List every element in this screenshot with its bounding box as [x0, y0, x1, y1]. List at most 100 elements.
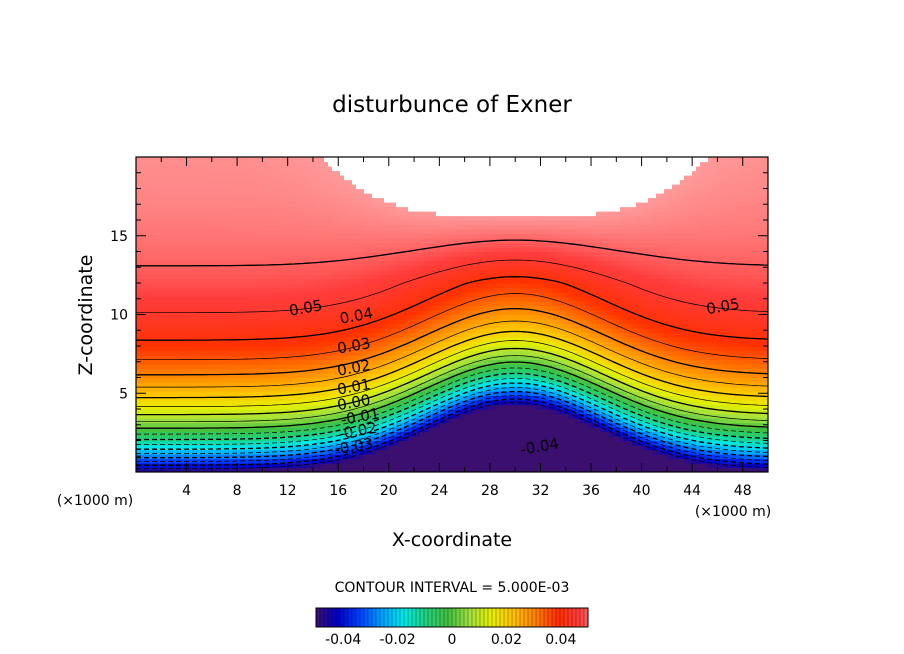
- field-cell: [664, 454, 669, 460]
- field-cell: [620, 409, 625, 415]
- field-cell: [300, 440, 305, 446]
- field-cell: [160, 337, 165, 343]
- field-cell: [536, 395, 541, 401]
- field-cell: [328, 454, 333, 460]
- field-cell: [664, 350, 669, 356]
- field-cell: [664, 368, 669, 374]
- field-cell: [656, 445, 661, 451]
- field-cell: [716, 440, 721, 446]
- field-cell: [276, 332, 281, 338]
- field-cell: [432, 413, 437, 419]
- field-cell: [220, 395, 225, 401]
- field-cell: [612, 445, 617, 451]
- field-cell: [696, 395, 701, 401]
- field-cell: [616, 395, 621, 401]
- field-cell: [240, 445, 245, 451]
- field-cell: [600, 467, 605, 472]
- field-cell: [676, 427, 681, 433]
- field-cell: [464, 463, 469, 469]
- field-cell: [396, 418, 401, 424]
- field-cell: [444, 467, 449, 472]
- field-cell: [636, 350, 641, 356]
- field-cell: [316, 431, 321, 437]
- field-cell: [280, 418, 285, 424]
- field-cell: [192, 427, 197, 433]
- field-cell: [656, 382, 661, 388]
- field-cell: [172, 409, 177, 415]
- field-cell: [688, 422, 693, 428]
- field-cell: [500, 463, 505, 469]
- field-cell: [284, 373, 289, 379]
- field-cell: [348, 328, 353, 334]
- field-cell: [416, 355, 421, 361]
- field-cell: [668, 431, 673, 437]
- field-cell: [392, 454, 397, 460]
- field-cell: [660, 377, 665, 383]
- field-cell: [240, 418, 245, 424]
- field-cell: [228, 350, 233, 356]
- field-cell: [612, 364, 617, 370]
- field-cell: [312, 373, 317, 379]
- field-cell: [380, 346, 385, 352]
- field-cell: [400, 346, 405, 352]
- field-cell: [420, 445, 425, 451]
- field-cell: [304, 382, 309, 388]
- field-cell: [220, 445, 225, 451]
- field-cell: [288, 418, 293, 424]
- field-cell: [228, 445, 233, 451]
- field-cell: [688, 404, 693, 410]
- field-cell: [380, 364, 385, 370]
- field-cell: [380, 368, 385, 374]
- field-cell: [356, 364, 361, 370]
- field-cell: [496, 332, 501, 338]
- field-cell: [408, 404, 413, 410]
- field-cell: [528, 422, 533, 428]
- field-cell: [752, 427, 757, 433]
- field-cell: [460, 467, 465, 472]
- field-cell: [236, 445, 241, 451]
- field-cell: [608, 377, 613, 383]
- field-cell: [464, 373, 469, 379]
- field-cell: [144, 418, 149, 424]
- field-cell: [288, 373, 293, 379]
- field-cell: [728, 382, 733, 388]
- field-cell: [304, 454, 309, 460]
- field-cell: [720, 373, 725, 379]
- field-cell: [180, 377, 185, 383]
- field-cell: [360, 350, 365, 356]
- field-cell: [140, 449, 145, 455]
- field-cell: [252, 382, 257, 388]
- field-cell: [272, 395, 277, 401]
- field-cell: [720, 463, 725, 469]
- field-cell: [368, 413, 373, 419]
- field-cell: [408, 454, 413, 460]
- field-cell: [640, 467, 645, 472]
- field-cell: [616, 404, 621, 410]
- field-cell: [512, 332, 517, 338]
- field-cell: [244, 458, 249, 464]
- field-cell: [368, 328, 373, 334]
- field-cell: [248, 404, 253, 410]
- field-cell: [140, 418, 145, 424]
- field-cell: [388, 467, 393, 472]
- field-cell: [336, 359, 341, 365]
- field-cell: [372, 350, 377, 356]
- field-cell: [296, 382, 301, 388]
- field-cell: [712, 454, 717, 460]
- field-cell: [424, 359, 429, 365]
- field-cell: [736, 355, 741, 361]
- field-cell: [344, 355, 349, 361]
- field-cell: [524, 386, 529, 392]
- field-cell: [416, 445, 421, 451]
- field-cell: [376, 458, 381, 464]
- field-cell: [748, 400, 753, 406]
- field-cell: [664, 422, 669, 428]
- field-cell: [488, 328, 493, 334]
- field-cell: [424, 328, 429, 334]
- field-cell: [180, 427, 185, 433]
- field-cell: [296, 436, 301, 442]
- field-cell: [216, 386, 221, 392]
- field-cell: [656, 436, 661, 442]
- field-cell: [556, 431, 561, 437]
- field-cell: [244, 346, 249, 352]
